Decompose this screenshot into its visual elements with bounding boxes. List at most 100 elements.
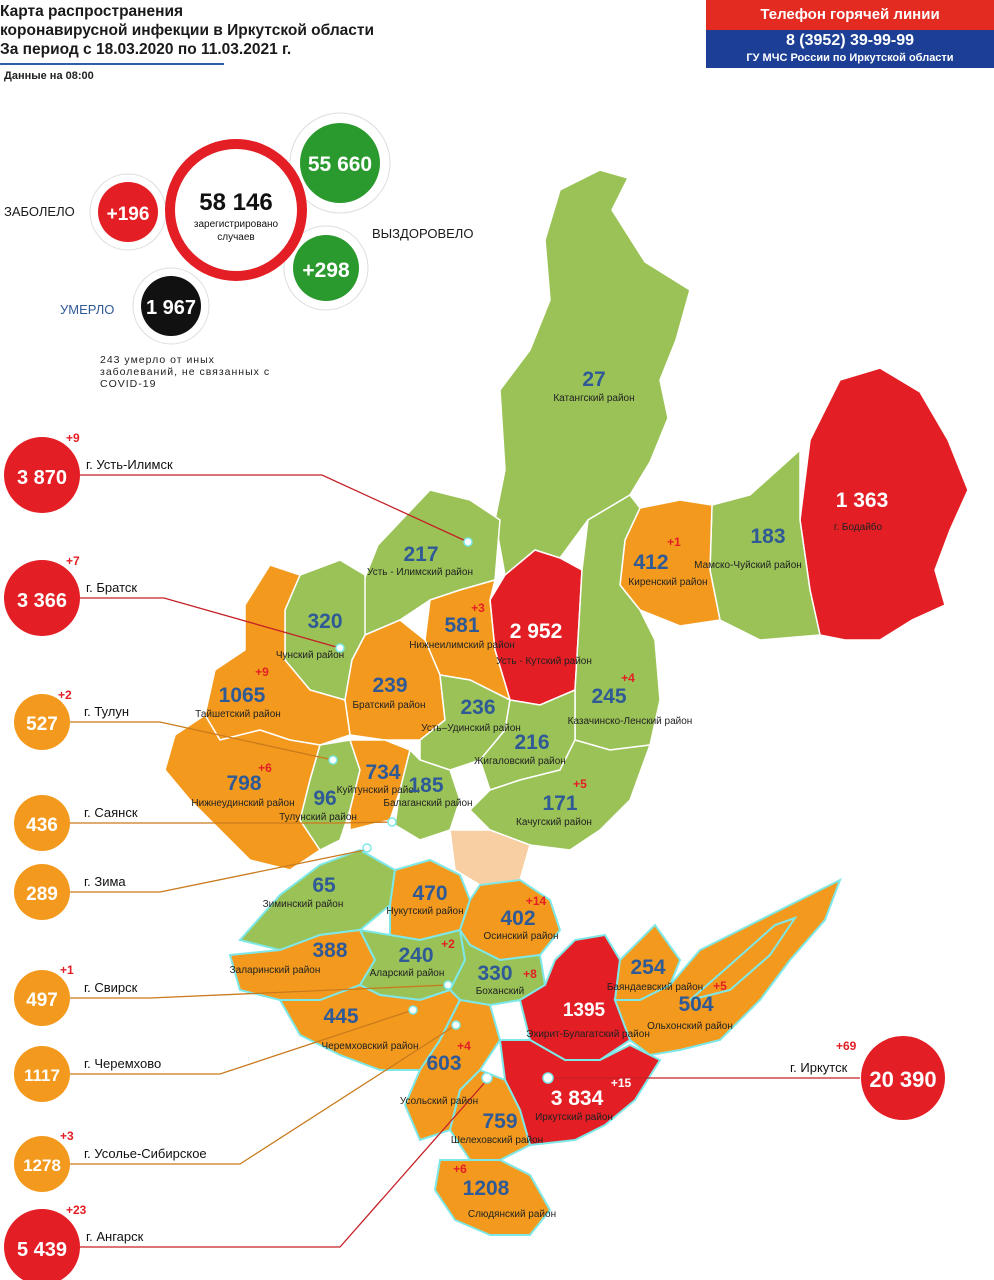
summary-text: +196 58 146 зарегистрировано случаев 55 …: [107, 153, 373, 319]
district-name-nizhneilimsk: Нижнеилимский район: [409, 640, 515, 651]
total-cases: 58 146: [199, 189, 272, 216]
district-name-katanga: Катангский район: [553, 393, 634, 404]
city-delta-irkutsk: +69: [836, 1039, 857, 1053]
district-name-slyudyanka: Слюдянский район: [468, 1209, 556, 1220]
city-name-angarsk: г. Ангарск: [86, 1229, 144, 1244]
district-value-usolye: 603: [426, 1052, 461, 1075]
district-name-bratsk: Братский район: [352, 700, 425, 711]
city-value-angarsk: 5 439: [17, 1239, 67, 1261]
total-caption-1: зарегистрировано: [194, 219, 279, 230]
district-name-kirensk: Киренский район: [628, 577, 707, 588]
district-name-ust-uda: Усть–Удинский район: [421, 723, 521, 734]
city-value-svirsk: 497: [26, 990, 58, 1011]
district-name-nukut: Нукутский район: [386, 906, 463, 917]
total-caption-2: случаев: [217, 232, 254, 243]
city-name-ust-ilimsk: г. Усть-Илимск: [86, 457, 173, 472]
olkhon-island: [689, 916, 798, 1001]
district-delta-kazachinsk: +4: [621, 671, 635, 685]
district-value-chuna: 320: [307, 610, 342, 633]
city-connectors: [70, 474, 860, 1248]
district-name-irkutsk: Иркутский район: [535, 1112, 613, 1123]
city-value-irkutsk: 20 390: [869, 1067, 936, 1092]
district-name-zima: Зиминский район: [263, 899, 344, 910]
city-delta-ust-ilimsk: +9: [66, 431, 80, 445]
city-delta-usolye: +3: [60, 1129, 74, 1143]
city-name-usolye: г. Усолье-Сибирское: [84, 1146, 207, 1161]
city-delta-tulun: +2: [58, 688, 72, 702]
district-delta-taishet: +9: [255, 665, 269, 679]
city-bubbles: [4, 437, 945, 1280]
city-name-zima: г. Зима: [84, 874, 126, 889]
district-name-olkhon: Ольхонский район: [647, 1021, 733, 1032]
district-delta-olkhon: +5: [713, 979, 727, 993]
district-delta-nizhneilimsk: +3: [471, 601, 485, 615]
data-time: Данные на 08:00: [4, 70, 94, 82]
district-delta-kirensk: +1: [667, 535, 681, 549]
district-name-tulun: Тулунский район: [279, 812, 357, 823]
district-value-bokhan: 330: [477, 962, 512, 985]
district-value-ust-ilimsk: 217: [403, 543, 438, 566]
district-delta-nizhneudinsk: +6: [258, 761, 272, 775]
city-name-irkutsk: г. Иркутск: [790, 1060, 848, 1075]
district-value-katanga: 27: [582, 368, 605, 391]
recovered-total: 55 660: [308, 153, 372, 176]
district-value-ekhirit: 1395: [563, 1000, 606, 1021]
other-deaths-note: 243 умерло от иных заболеваний, не связа…: [100, 354, 271, 390]
district-value-bratsk: 239: [372, 674, 407, 697]
district-value-ust-kut: 2 952: [510, 620, 563, 643]
district-delta-bokhan: +8: [523, 967, 537, 981]
district-name-osa: Осинский район: [483, 931, 558, 942]
district-value-taishet: 1065: [219, 684, 266, 707]
recovered-label: ВЫЗДОРОВЕЛО: [372, 226, 474, 241]
city-name-sayansk: г. Саянск: [84, 805, 138, 820]
city-name-cheremkhovo: г. Черемхово: [84, 1056, 161, 1071]
district-name-bokhan: Боханский: [476, 986, 525, 997]
map-title: Карта распространения коронавирусной инф…: [0, 3, 375, 58]
district-value-olkhon: 504: [678, 993, 713, 1016]
district-shape-taishet: [204, 564, 351, 746]
district-name-usolye: Усольский район: [400, 1096, 478, 1107]
district-value-cheremkhovo: 445: [323, 1005, 358, 1028]
district-delta-kachug: +5: [573, 777, 587, 791]
title-underline: [0, 63, 224, 65]
city-value-tulun: 527: [26, 714, 58, 735]
district-name-nizhneudinsk: Нижнеудинский район: [191, 798, 294, 809]
hotline-title: Телефон горячей линии: [706, 0, 994, 30]
district-labels: 27 Катангский район 1 363 г. Бодайбо 183…: [191, 368, 888, 1220]
died-total: 1 967: [146, 297, 196, 319]
district-value-tulun: 96: [313, 787, 336, 810]
hotline-phone[interactable]: 8 (3952) 39-99-99: [785, 32, 915, 49]
city-name-svirsk: г. Свирск: [84, 980, 138, 995]
infected-label: ЗАБОЛЕЛО: [4, 204, 75, 219]
infected-delta: +196: [107, 204, 150, 225]
district-value-ust-uda: 236: [460, 696, 495, 719]
hotline-panel: Телефон горячей линии 8 (3952) 39-99-99 …: [706, 0, 994, 68]
district-name-zhigalovo: Жигаловский район: [474, 756, 566, 767]
district-name-cheremkhovo: Черемховский район: [322, 1041, 419, 1052]
district-name-ekhirit: Эхирит-Булагатский район: [526, 1029, 650, 1040]
city-value-ust-ilimsk: 3 870: [17, 467, 67, 489]
district-value-slyudyanka: 1208: [463, 1177, 510, 1200]
district-name-kachug: Качугский район: [516, 817, 592, 828]
district-name-bayandai: Баяндаевский район: [607, 982, 703, 993]
district-name-taishet: Тайшетский район: [195, 709, 281, 720]
summary-circles: [89, 112, 391, 345]
district-value-kirensk: 412: [633, 551, 668, 574]
district-value-mama: 183: [750, 525, 785, 548]
district-value-kazachinsk: 245: [591, 685, 626, 708]
city-name-bratsk: г. Братск: [86, 580, 137, 595]
district-name-shelekhov: Шелеховский район: [451, 1135, 543, 1146]
city-value-zima: 289: [26, 884, 58, 905]
district-name-chuna: Чунский район: [276, 650, 344, 661]
district-shapes: [164, 169, 969, 1236]
district-delta-alar: +2: [441, 937, 455, 951]
district-shape-ust-uda: [419, 674, 511, 771]
district-value-bodaibo: 1 363: [836, 489, 889, 512]
district-name-bodaibo: г. Бодайбо: [834, 521, 883, 533]
district-name-alar: Аларский район: [370, 968, 445, 979]
district-value-nukut: 470: [412, 882, 447, 905]
district-value-nizhneilimsk: 581: [444, 614, 479, 637]
city-value-usolye: 1278: [23, 1156, 61, 1175]
city-delta-bratsk: +7: [66, 554, 80, 568]
district-name-ust-ilimsk: Усть - Илимский район: [367, 567, 473, 578]
